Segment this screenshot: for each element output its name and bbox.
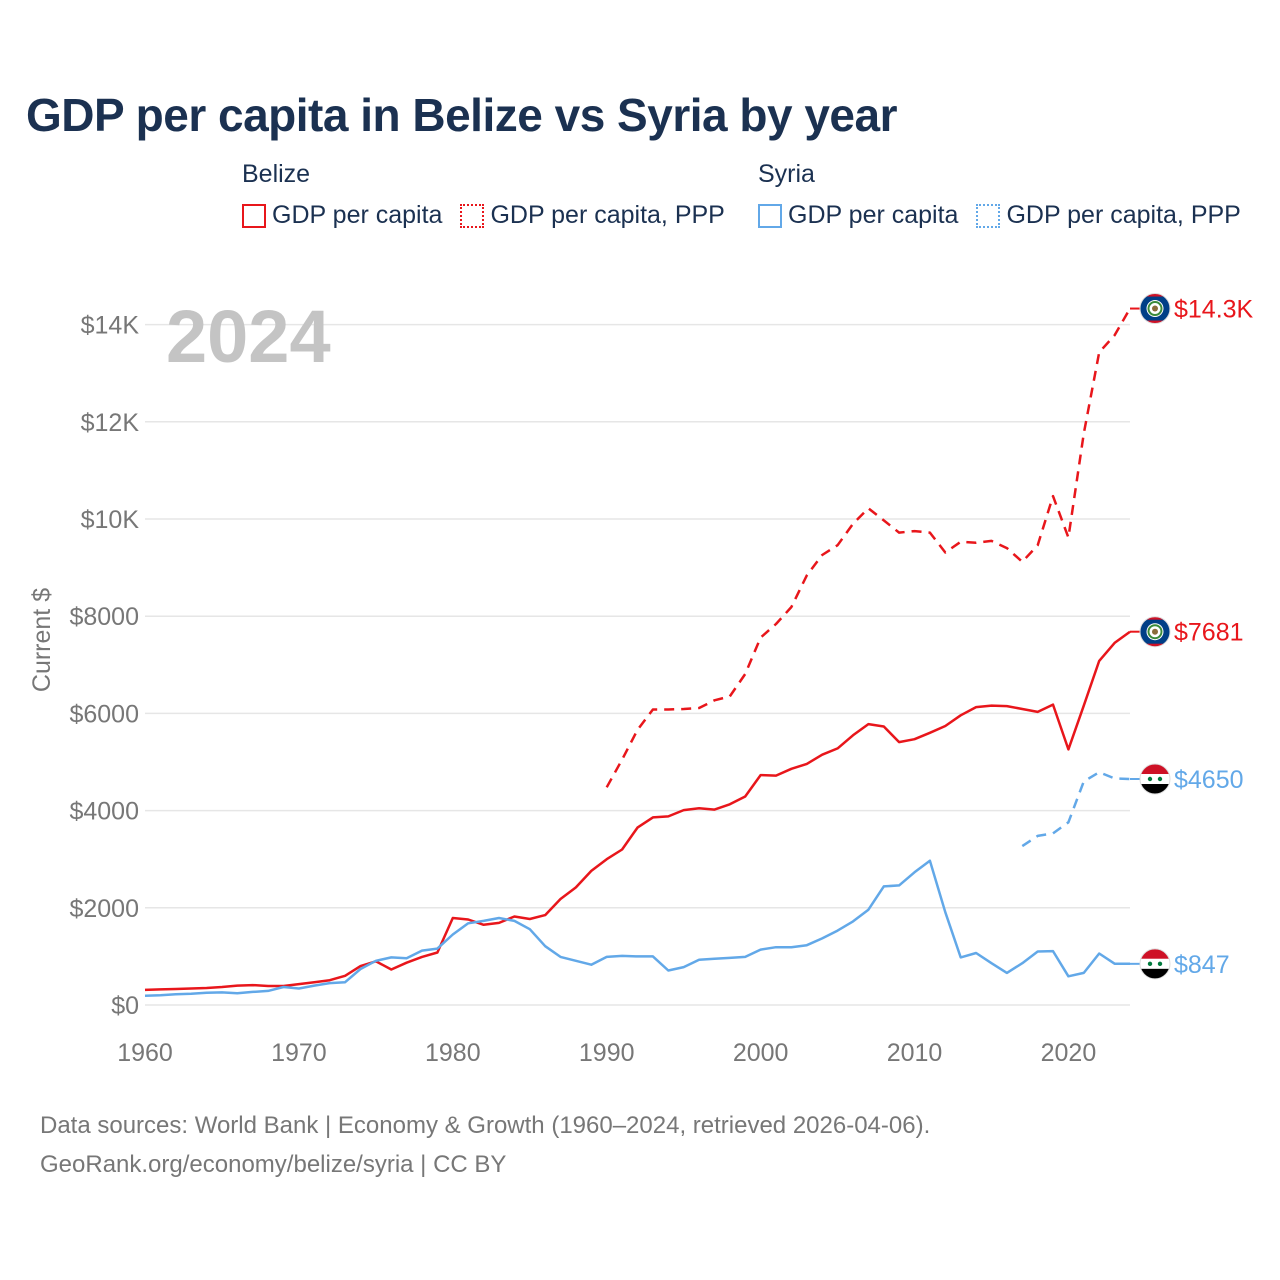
- legend-swatch: [242, 203, 266, 228]
- legend-label: GDP per capita, PPP: [1006, 201, 1241, 229]
- series-line: [144, 630, 1131, 992]
- syria-flag-icon: [1139, 948, 1171, 980]
- legend-swatch: [758, 203, 782, 228]
- legend-label: GDP per capita: [788, 201, 959, 229]
- x-tick-label: 1960: [117, 1039, 173, 1067]
- x-tick-label: 2000: [733, 1039, 789, 1067]
- grid: [145, 323, 1130, 1006]
- chart-title: GDP per capita in Belize vs Syria by yea…: [26, 89, 897, 141]
- legend-group-belize: Belize GDP per capita GDP per capita, PP…: [242, 160, 725, 230]
- belize-flag-icon: [1139, 616, 1171, 648]
- series-line: [144, 859, 1131, 998]
- y-axis-title: Current $: [28, 588, 56, 692]
- legend-item-belize-gdp-ppp[interactable]: GDP per capita, PPP: [460, 201, 725, 230]
- end-markers: $7681 $14.3K $847 $4650: [1130, 293, 1254, 980]
- x-tick-label: 1980: [425, 1039, 481, 1067]
- source-note: Data sources: World Bank | Economy & Gro…: [40, 1106, 930, 1184]
- belize-flag-icon: [1139, 293, 1171, 325]
- source-line-1: Data sources: World Bank | Economy & Gro…: [40, 1112, 931, 1139]
- legend-swatch: [460, 203, 485, 228]
- series-line: [605, 307, 1132, 788]
- end-value-label: $847: [1174, 951, 1230, 979]
- series-line: [1021, 770, 1131, 848]
- end-value-label: $14.3K: [1174, 296, 1254, 324]
- x-tick-label: 1970: [271, 1039, 327, 1067]
- x-tick-label: 1990: [579, 1039, 635, 1067]
- x-tick-label: 2010: [887, 1039, 943, 1067]
- y-tick-label: $12K: [81, 409, 140, 437]
- end-value-label: $4650: [1174, 766, 1244, 794]
- legend-group-syria: Syria GDP per capita GDP per capita, PPP: [758, 160, 1241, 230]
- legend-item-syria-gdp[interactable]: GDP per capita: [758, 201, 958, 230]
- legend-group-title: Belize: [242, 160, 311, 188]
- source-line-2: GeoRank.org/economy/belize/syria | CC BY: [40, 1151, 507, 1178]
- legend-item-belize-gdp[interactable]: GDP per capita: [242, 201, 442, 230]
- legend-swatch: [976, 203, 1001, 228]
- syria-flag-icon: [1139, 763, 1171, 795]
- y-tick-label: $10K: [81, 506, 140, 534]
- y-tick-label: $8000: [69, 603, 139, 631]
- x-tick-label: 2020: [1041, 1039, 1097, 1067]
- y-tick-label: $14K: [81, 312, 140, 340]
- end-value-label: $7681: [1174, 619, 1244, 647]
- y-tick-label: $6000: [69, 700, 139, 728]
- series: [144, 307, 1132, 998]
- year-watermark: 2024: [166, 295, 331, 378]
- legend-label: GDP per capita: [272, 201, 443, 229]
- y-tick-label: $0: [111, 992, 139, 1020]
- legend-label: GDP per capita, PPP: [490, 201, 725, 229]
- legend-group-title: Syria: [758, 160, 815, 188]
- axes: $0 $2000 $4000 $6000 $8000 $10K $12K $14K 1960 19…: [69, 312, 1096, 1067]
- y-tick-label: $4000: [69, 798, 139, 826]
- legend-item-syria-gdp-ppp[interactable]: GDP per capita, PPP: [976, 201, 1241, 230]
- y-tick-label: $2000: [69, 895, 139, 923]
